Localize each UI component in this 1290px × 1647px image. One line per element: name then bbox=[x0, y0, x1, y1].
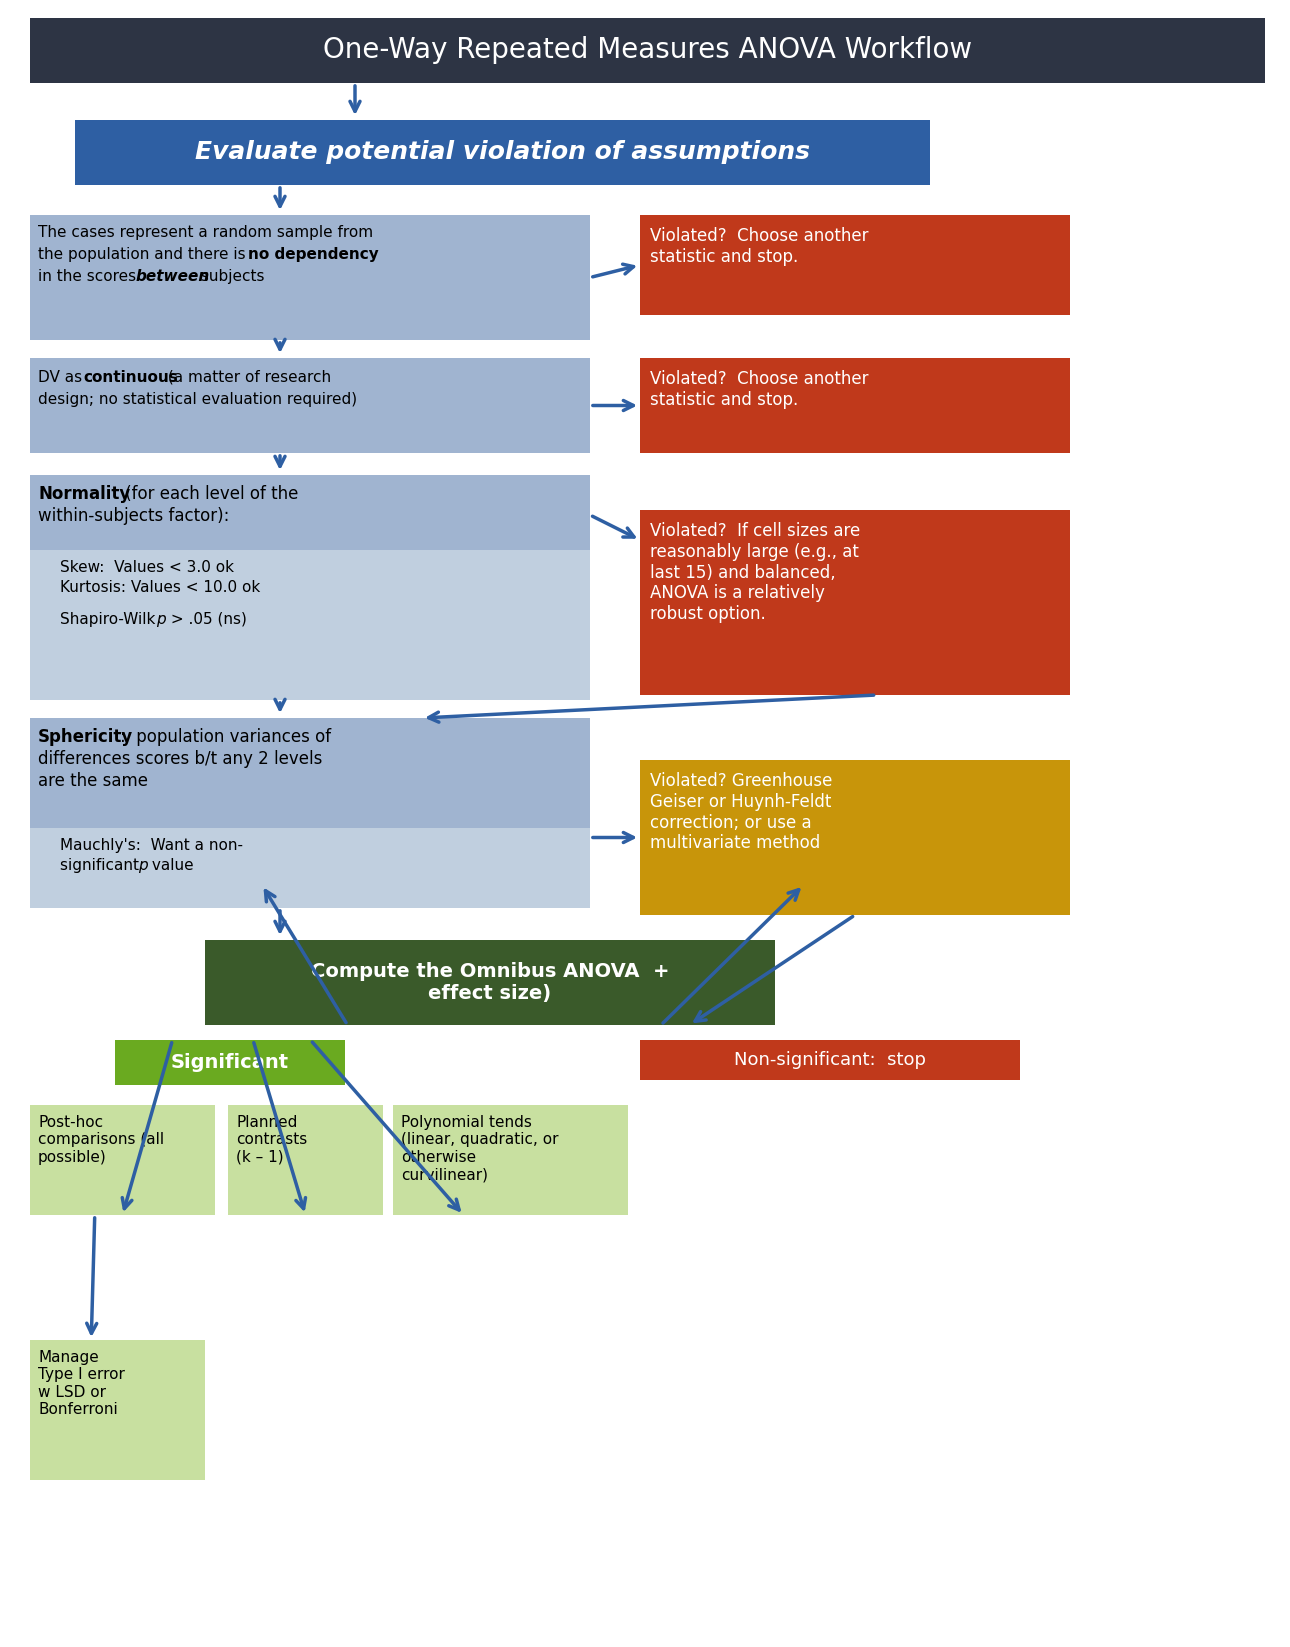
Bar bbox=[30, 1105, 215, 1215]
Text: Compute the Omnibus ANOVA  +
effect size): Compute the Omnibus ANOVA + effect size) bbox=[311, 962, 670, 1003]
Bar bbox=[640, 511, 1069, 695]
Text: Normality: Normality bbox=[37, 484, 130, 502]
Text: in the scores: in the scores bbox=[37, 268, 141, 283]
Text: Violated? Greenhouse
Geiser or Huynh-Feldt
correction; or use a
multivariate met: Violated? Greenhouse Geiser or Huynh-Fel… bbox=[650, 772, 832, 853]
Text: Post-hoc
comparisons (all
possible): Post-hoc comparisons (all possible) bbox=[37, 1115, 164, 1164]
Text: p: p bbox=[156, 613, 165, 628]
Text: differences scores b/t any 2 levels: differences scores b/t any 2 levels bbox=[37, 749, 322, 768]
Text: Violated?  Choose another
statistic and stop.: Violated? Choose another statistic and s… bbox=[650, 371, 868, 408]
Bar bbox=[228, 1105, 383, 1215]
Text: :  population variances of: : population variances of bbox=[120, 728, 332, 746]
Text: design; no statistical evaluation required): design; no statistical evaluation requir… bbox=[37, 392, 357, 407]
Text: are the same: are the same bbox=[37, 772, 148, 791]
Bar bbox=[30, 718, 590, 828]
Text: Skew:  Values < 3.0 ok: Skew: Values < 3.0 ok bbox=[61, 560, 233, 575]
Text: Mauchly's:  Want a non-: Mauchly's: Want a non- bbox=[61, 838, 243, 853]
Bar bbox=[640, 216, 1069, 315]
Text: Violated?  Choose another
statistic and stop.: Violated? Choose another statistic and s… bbox=[650, 227, 868, 265]
Bar bbox=[30, 828, 590, 907]
Text: Shapiro-Wilk: Shapiro-Wilk bbox=[61, 613, 160, 628]
Bar bbox=[640, 357, 1069, 453]
Text: Planned
contrasts
(k – 1): Planned contrasts (k – 1) bbox=[236, 1115, 307, 1164]
Text: value: value bbox=[147, 858, 194, 873]
Text: Violated?  If cell sizes are
reasonably large (e.g., at
last 15) and balanced,
A: Violated? If cell sizes are reasonably l… bbox=[650, 522, 860, 623]
Bar bbox=[393, 1105, 628, 1215]
Text: p: p bbox=[138, 858, 147, 873]
Text: > .05 (ns): > .05 (ns) bbox=[166, 613, 246, 628]
Bar bbox=[640, 759, 1069, 916]
Text: significant: significant bbox=[61, 858, 144, 873]
Text: Non-significant:  stop: Non-significant: stop bbox=[734, 1051, 926, 1069]
Text: (a matter of research: (a matter of research bbox=[163, 371, 332, 385]
Bar bbox=[75, 120, 930, 184]
Text: Kurtosis: Values < 10.0 ok: Kurtosis: Values < 10.0 ok bbox=[61, 580, 261, 595]
Bar bbox=[30, 474, 590, 550]
Text: Manage
Type I error
w LSD or
Bonferroni: Manage Type I error w LSD or Bonferroni bbox=[37, 1351, 125, 1416]
Text: between: between bbox=[135, 268, 210, 283]
Text: (for each level of the: (for each level of the bbox=[120, 484, 298, 502]
Text: DV as: DV as bbox=[37, 371, 86, 385]
Bar bbox=[115, 1039, 344, 1085]
Text: Polynomial tends
(linear, quadratic, or
otherwise
curvilinear): Polynomial tends (linear, quadratic, or … bbox=[401, 1115, 559, 1183]
Text: Sphericity: Sphericity bbox=[37, 728, 133, 746]
Text: continuous: continuous bbox=[83, 371, 178, 385]
Bar bbox=[30, 216, 590, 339]
Text: Evaluate potential violation of assumptions: Evaluate potential violation of assumpti… bbox=[195, 140, 810, 165]
Text: no dependency: no dependency bbox=[248, 247, 379, 262]
Text: One-Way Repeated Measures ANOVA Workflow: One-Way Repeated Measures ANOVA Workflow bbox=[322, 36, 973, 64]
Bar bbox=[205, 940, 775, 1024]
Text: Significant: Significant bbox=[172, 1052, 289, 1072]
Text: within-subjects factor):: within-subjects factor): bbox=[37, 507, 230, 525]
Bar bbox=[30, 357, 590, 453]
Text: The cases represent a random sample from: The cases represent a random sample from bbox=[37, 226, 373, 240]
Bar bbox=[640, 1039, 1020, 1080]
Text: subjects: subjects bbox=[196, 268, 264, 283]
Text: the population and there is: the population and there is bbox=[37, 247, 250, 262]
Bar bbox=[30, 1341, 205, 1481]
Bar bbox=[30, 18, 1265, 82]
Bar bbox=[30, 550, 590, 700]
